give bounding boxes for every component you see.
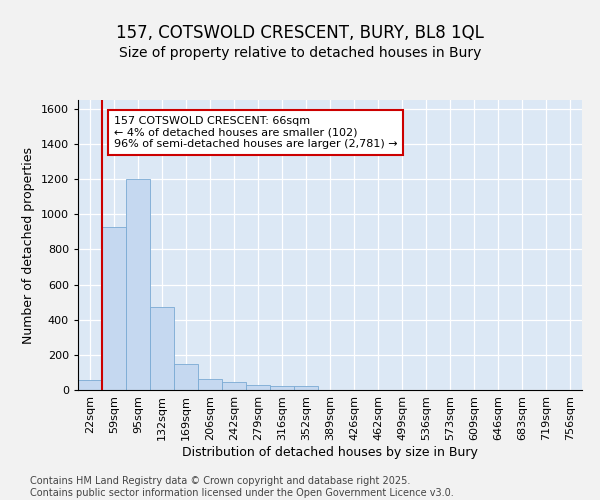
Y-axis label: Number of detached properties: Number of detached properties bbox=[22, 146, 35, 344]
Text: Size of property relative to detached houses in Bury: Size of property relative to detached ho… bbox=[119, 46, 481, 60]
Text: 157, COTSWOLD CRESCENT, BURY, BL8 1QL: 157, COTSWOLD CRESCENT, BURY, BL8 1QL bbox=[116, 24, 484, 42]
Text: Contains HM Land Registry data © Crown copyright and database right 2025.
Contai: Contains HM Land Registry data © Crown c… bbox=[30, 476, 454, 498]
X-axis label: Distribution of detached houses by size in Bury: Distribution of detached houses by size … bbox=[182, 446, 478, 458]
Bar bbox=[174, 364, 198, 390]
Bar bbox=[102, 226, 126, 390]
Bar bbox=[78, 380, 102, 390]
Bar bbox=[270, 386, 294, 390]
Bar bbox=[294, 386, 318, 390]
Bar bbox=[222, 382, 246, 390]
Bar bbox=[126, 179, 150, 390]
Bar bbox=[198, 380, 222, 390]
Bar bbox=[150, 308, 174, 390]
Bar bbox=[246, 384, 270, 390]
Text: 157 COTSWOLD CRESCENT: 66sqm
← 4% of detached houses are smaller (102)
96% of se: 157 COTSWOLD CRESCENT: 66sqm ← 4% of det… bbox=[114, 116, 398, 149]
